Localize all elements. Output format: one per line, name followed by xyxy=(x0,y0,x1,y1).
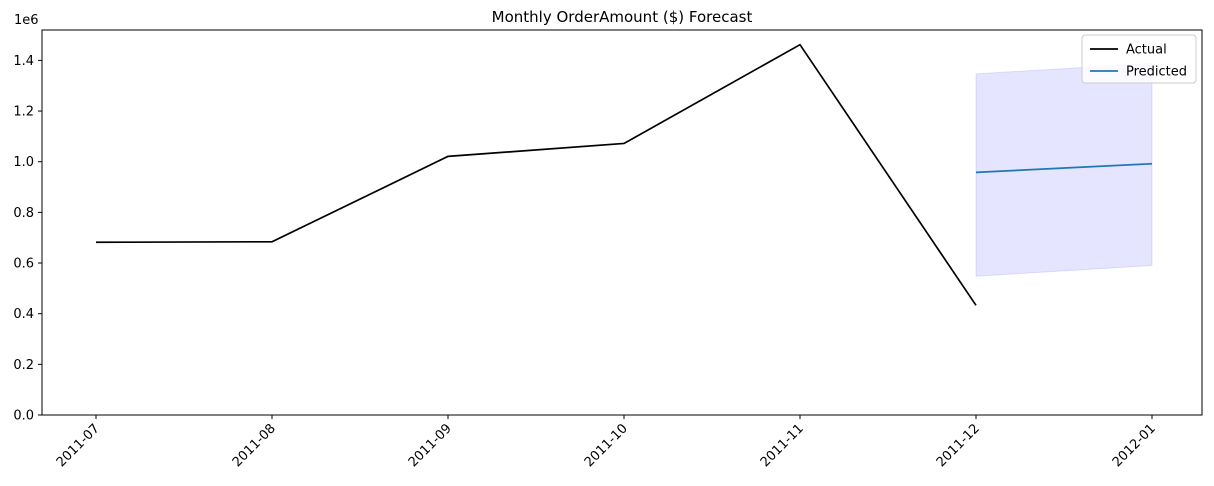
x-tick-label: 2011-11 xyxy=(758,421,807,470)
y-tick-label: 0.0 xyxy=(13,409,34,424)
y-tick-label: 1.4 xyxy=(13,54,34,69)
confidence-interval-band xyxy=(975,62,1153,277)
y-tick-label: 0.8 xyxy=(13,206,34,221)
y-tick-label: 0.6 xyxy=(13,257,34,272)
x-tick-label: 2011-07 xyxy=(54,421,103,470)
x-tick-label: 2012-01 xyxy=(1110,421,1159,470)
series-line-actual xyxy=(95,43,977,306)
y-tick-label: 1.2 xyxy=(13,105,34,120)
x-tick-label: 2011-10 xyxy=(582,421,631,470)
legend: Actual Predicted xyxy=(1081,34,1197,84)
chart-title: Monthly OrderAmount ($) Forecast xyxy=(492,8,753,26)
x-tick-label: 2011-08 xyxy=(230,421,279,470)
x-tick-label: 2011-09 xyxy=(406,421,455,470)
series-line-predicted xyxy=(975,162,1153,174)
x-tick-label: 2011-12 xyxy=(934,421,983,470)
y-tick-label: 0.2 xyxy=(13,358,34,373)
plot-frame xyxy=(41,29,1203,416)
y-tick-label: 1.0 xyxy=(13,155,34,170)
plot-content xyxy=(95,43,1153,306)
legend-label-predicted: Predicted xyxy=(1126,65,1187,80)
legend-label-actual: Actual xyxy=(1126,43,1167,58)
y-axis-multiplier: 1e6 xyxy=(14,13,39,28)
y-tick-label: 0.4 xyxy=(13,307,34,322)
